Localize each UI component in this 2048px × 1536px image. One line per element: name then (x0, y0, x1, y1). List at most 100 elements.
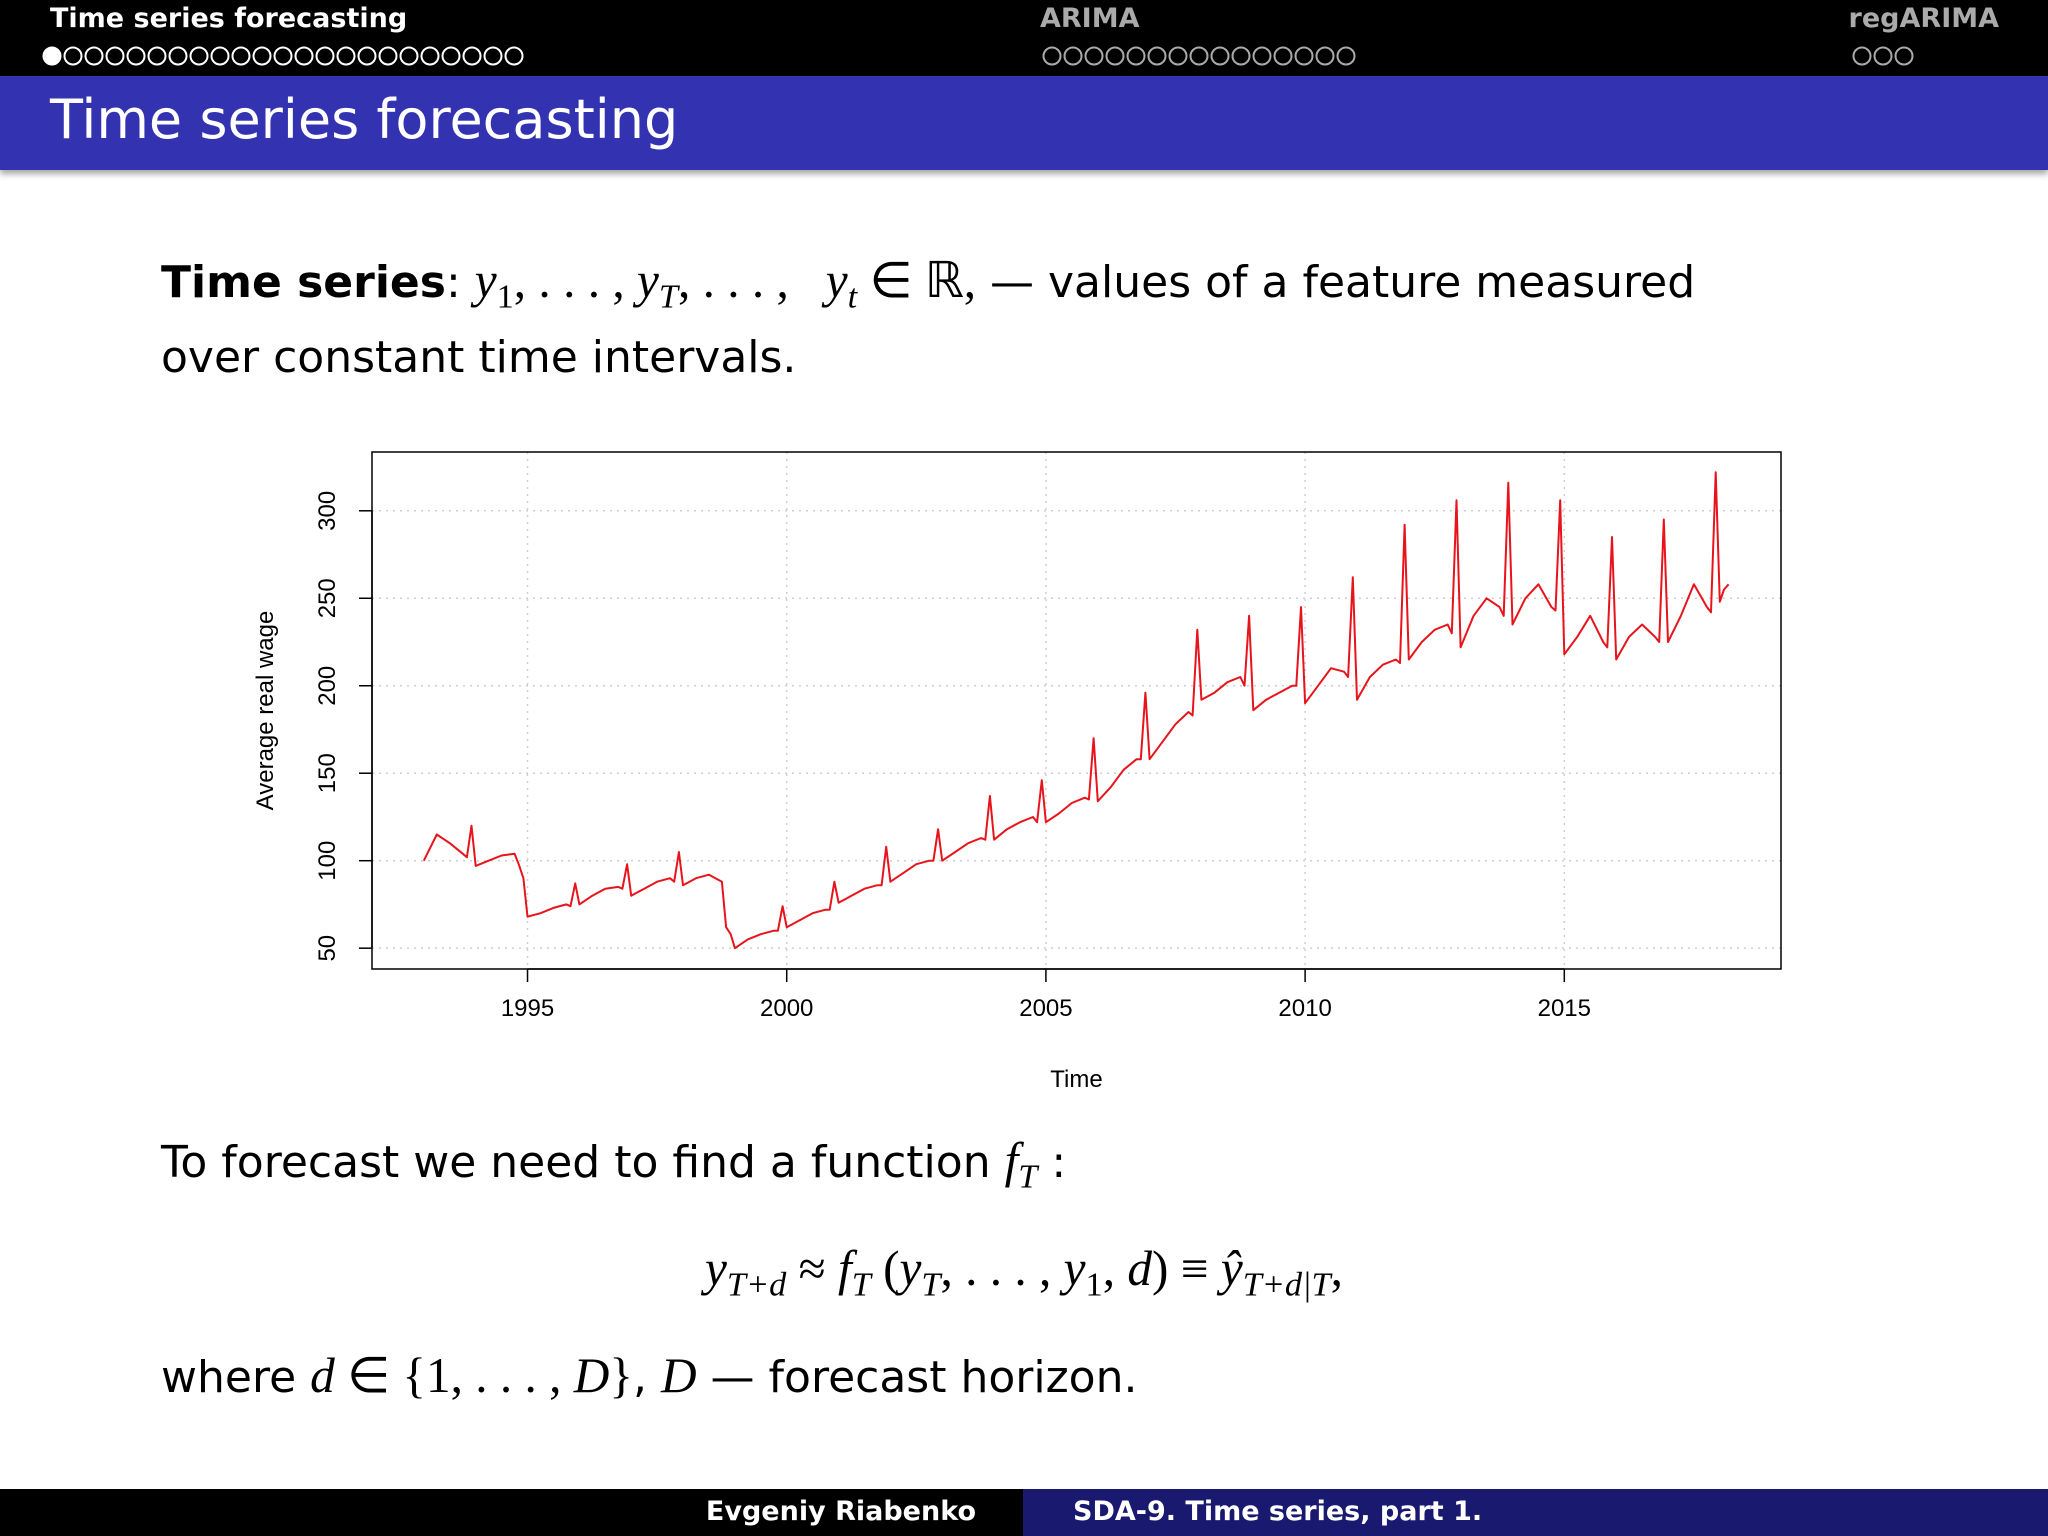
nav-dot (1126, 46, 1146, 66)
nav-dot (1168, 46, 1188, 66)
nav-dot (357, 46, 377, 66)
paragraph: To forecast we need to find a function f… (161, 1132, 1066, 1196)
text-segment: , (1330, 1241, 1343, 1296)
text-segment: D (660, 1348, 697, 1403)
nav-dot (189, 46, 209, 66)
footer-author: Evgeniy Riabenko (705, 1496, 976, 1527)
text-segment: y (705, 1241, 727, 1296)
footer-course: SDA-9. Time series, part 1. (1073, 1496, 1483, 1527)
text-segment: , . . . , (940, 1241, 1064, 1296)
x-tick-label: 2015 (1538, 995, 1591, 1022)
y-tick-label: 300 (314, 491, 341, 531)
x-tick-label: 2000 (760, 995, 813, 1022)
nav-dot (1336, 46, 1356, 66)
nav-dot (315, 46, 335, 66)
nav-dot (1063, 46, 1083, 66)
nav-dot (1873, 46, 1893, 66)
text-segment: y (1063, 1241, 1086, 1296)
footer-right: SDA-9. Time series, part 1. (1023, 1489, 2048, 1536)
x-tick-label: 2010 (1278, 995, 1331, 1022)
text-segment: T (658, 277, 678, 316)
nav-dot (294, 46, 314, 66)
y-tick-label: 100 (314, 841, 341, 881)
nav-dot (1294, 46, 1314, 66)
nav-dot (168, 46, 188, 66)
nav-dot (462, 46, 482, 66)
nav-dot (336, 46, 356, 66)
text-segment: 1 (1085, 1265, 1103, 1304)
nav-dot (483, 46, 503, 66)
text-segment: ∈ ℝ, (857, 253, 977, 308)
y-tick-label: 150 (314, 753, 341, 793)
nav-dots (42, 46, 1914, 66)
nav-dot (1852, 46, 1872, 66)
text-segment: , (1102, 1241, 1128, 1296)
plot-frame (371, 451, 1782, 970)
nav-section[interactable]: regARIMA (1848, 3, 1999, 34)
nav-dot (105, 46, 125, 66)
data-line (422, 471, 1730, 950)
nav-dot (1042, 46, 1062, 66)
nav-dot (378, 46, 398, 66)
x-tick-label: 1995 (501, 995, 554, 1022)
text-segment: ≈ (786, 1241, 838, 1296)
nav-dot (210, 46, 230, 66)
nav-dot (84, 46, 104, 66)
nav-dot (1189, 46, 1209, 66)
text-segment: ∈ {1, . . . , (334, 1348, 574, 1403)
text-segment: Time series (161, 257, 446, 308)
text-segment: 1 (496, 277, 514, 316)
text-segment: — values of a feature measured over cons… (161, 257, 1710, 384)
y-tick-label: 250 (314, 578, 341, 618)
nav-dot (147, 46, 167, 66)
nav-dot (399, 46, 419, 66)
nav-dot (504, 46, 524, 66)
text-segment: — forecast horizon. (696, 1352, 1138, 1403)
x-tick-label: 2005 (1019, 995, 1072, 1022)
text-segment: ( (870, 1241, 900, 1296)
footer-left: Evgeniy Riabenko (0, 1489, 1023, 1536)
text-segment: t (847, 277, 858, 316)
text-segment: T (1018, 1157, 1038, 1196)
nav-dot (1315, 46, 1335, 66)
nav-dot (1231, 46, 1251, 66)
text-segment: To forecast we need to find a function (161, 1137, 1005, 1188)
text-segment: , . . . , (677, 253, 826, 308)
x-axis-label: Time (1050, 1066, 1102, 1093)
title-band (0, 76, 2048, 170)
text-segment: T (921, 1265, 941, 1304)
text-segment: D (573, 1348, 610, 1403)
text-segment: : (445, 257, 475, 308)
text-segment: , (633, 1352, 661, 1403)
text-segment: y (474, 253, 497, 308)
y-tick-label: 200 (314, 666, 341, 706)
nav-dot (1147, 46, 1167, 66)
nav-dot (1084, 46, 1104, 66)
nav-dot (1252, 46, 1272, 66)
nav-dot (1210, 46, 1230, 66)
nav-section[interactable]: ARIMA (1040, 3, 1140, 34)
text-segment: y (636, 253, 659, 308)
nav-dot (1273, 46, 1293, 66)
paragraph: where d ∈ {1, . . . , D}, D — forecast h… (161, 1346, 1137, 1404)
nav-section[interactable]: Time series forecasting (50, 3, 408, 34)
nav-dot (420, 46, 440, 66)
text-segment: ŷ (1220, 1241, 1243, 1296)
nav-dot (42, 46, 62, 66)
nav-dot (1105, 46, 1125, 66)
nav-dot (273, 46, 293, 66)
text-segment: T+d|T (1242, 1265, 1331, 1304)
text-segment: : (1037, 1137, 1067, 1188)
text-segment: ) ≡ (1151, 1241, 1221, 1296)
y-axis-label: Average real wage (252, 611, 279, 811)
equation: yT+d ≈ fT (yT, . . . , y1, d) ≡ ŷT+d|T, (0, 1240, 2048, 1304)
frame-title: Time series forecasting (50, 88, 679, 151)
text-segment: T+d (726, 1265, 787, 1304)
text-segment: d (1127, 1241, 1152, 1296)
nav-dot (63, 46, 83, 66)
nav-dot (231, 46, 251, 66)
nav-dot (126, 46, 146, 66)
nav-dot (252, 46, 272, 66)
